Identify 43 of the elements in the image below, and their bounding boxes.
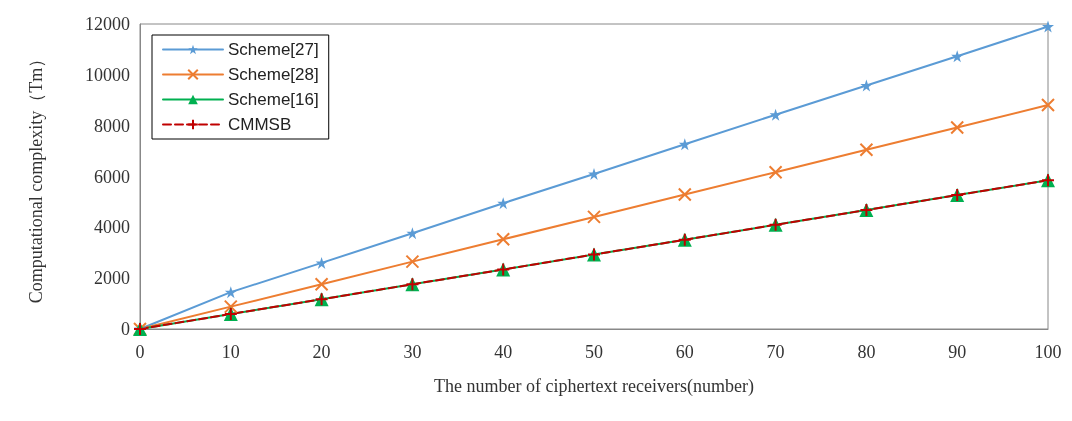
point [314, 277, 329, 292]
legend-label: CMMSB [228, 115, 292, 134]
point [223, 299, 238, 314]
point [406, 227, 419, 240]
point [769, 108, 782, 121]
point [677, 187, 692, 202]
point [405, 254, 420, 269]
legend-label: Scheme[28] [228, 65, 319, 84]
y-tick-label: 4000 [94, 217, 130, 238]
y-tick-label: 0 [121, 319, 130, 339]
y-tick-label: 12000 [85, 14, 130, 34]
point [950, 120, 965, 135]
point [1041, 98, 1055, 113]
x-tick-label: 0 [135, 342, 145, 362]
point [315, 256, 328, 269]
x-tick-label: 40 [494, 342, 513, 362]
y-tick-label: 2000 [94, 268, 130, 289]
point [951, 50, 964, 63]
y-axis-title: Computational complexity（Tm） [26, 49, 46, 304]
y-tick-label: 6000 [94, 166, 130, 187]
point [860, 79, 873, 92]
x-tick-label: 20 [312, 342, 331, 362]
point [497, 197, 510, 210]
point [768, 165, 783, 180]
x-tick-label: 90 [948, 342, 967, 362]
legend-label: Scheme[27] [228, 40, 319, 59]
x-tick-label: 70 [766, 342, 785, 362]
y-tick-label: 8000 [94, 115, 130, 136]
point [678, 138, 691, 151]
legend-label: Scheme[16] [228, 90, 319, 109]
point [496, 232, 511, 247]
x-tick-label: 30 [403, 342, 422, 362]
y-tick-label: 10000 [85, 64, 130, 85]
x-tick-label: 100 [1034, 342, 1062, 362]
x-tick-label: 80 [857, 342, 876, 362]
point [859, 142, 874, 157]
point [224, 286, 237, 299]
x-axis-title: The number of ciphertext receivers(number) [434, 376, 754, 397]
point [1042, 20, 1054, 33]
x-tick-label: 10 [221, 342, 240, 362]
point [587, 209, 601, 224]
x-tick-label: 60 [675, 342, 694, 362]
x-tick-label: 50 [585, 342, 603, 362]
